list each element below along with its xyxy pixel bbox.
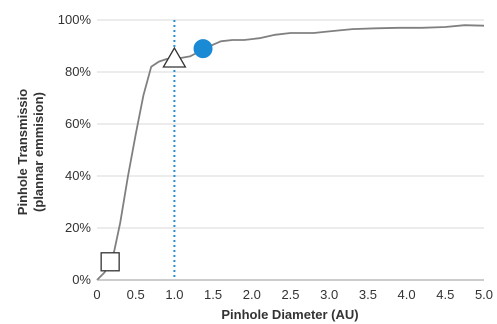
- series-line: [96, 24, 485, 281]
- x-tick-label: 4.0: [398, 287, 416, 302]
- x-axis-title: Pinhole Diameter (AU): [221, 307, 358, 322]
- y-tick-label: 0%: [72, 272, 91, 287]
- grid-lines: [97, 19, 484, 229]
- circle-marker: [193, 39, 213, 59]
- x-tick-label: 3.0: [320, 287, 338, 302]
- y-axis-title-line2: (plannar emmision): [31, 92, 46, 212]
- x-tick-label: 0.5: [127, 287, 145, 302]
- x-tick-label: 5.0: [475, 287, 493, 302]
- y-axis-title-line1: Pinhole Transmissio: [15, 89, 30, 215]
- markers: [100, 39, 213, 272]
- x-tick-label: 2.5: [281, 287, 299, 302]
- y-tick-label: 20%: [65, 220, 91, 235]
- x-tick-label: 3.5: [359, 287, 377, 302]
- square-marker: [100, 252, 120, 272]
- x-tick-label: 1.0: [165, 287, 183, 302]
- y-tick-label: 80%: [65, 64, 91, 79]
- x-tick-label: 1.5: [204, 287, 222, 302]
- tick-labels: 0% 20% 40% 60% 80% 100% 0 0.5 1.0 1.5 2.0 2.5 3.0 3.5…: [58, 12, 493, 302]
- x-tick-label: 0: [93, 287, 100, 302]
- x-tick-label: 2.0: [243, 287, 261, 302]
- y-tick-label: 40%: [65, 168, 91, 183]
- triangle-marker: [162, 46, 187, 68]
- series: [96, 24, 485, 281]
- y-tick-label: 60%: [65, 116, 91, 131]
- y-tick-label: 100%: [58, 12, 92, 27]
- x-tick-label: 4.5: [436, 287, 454, 302]
